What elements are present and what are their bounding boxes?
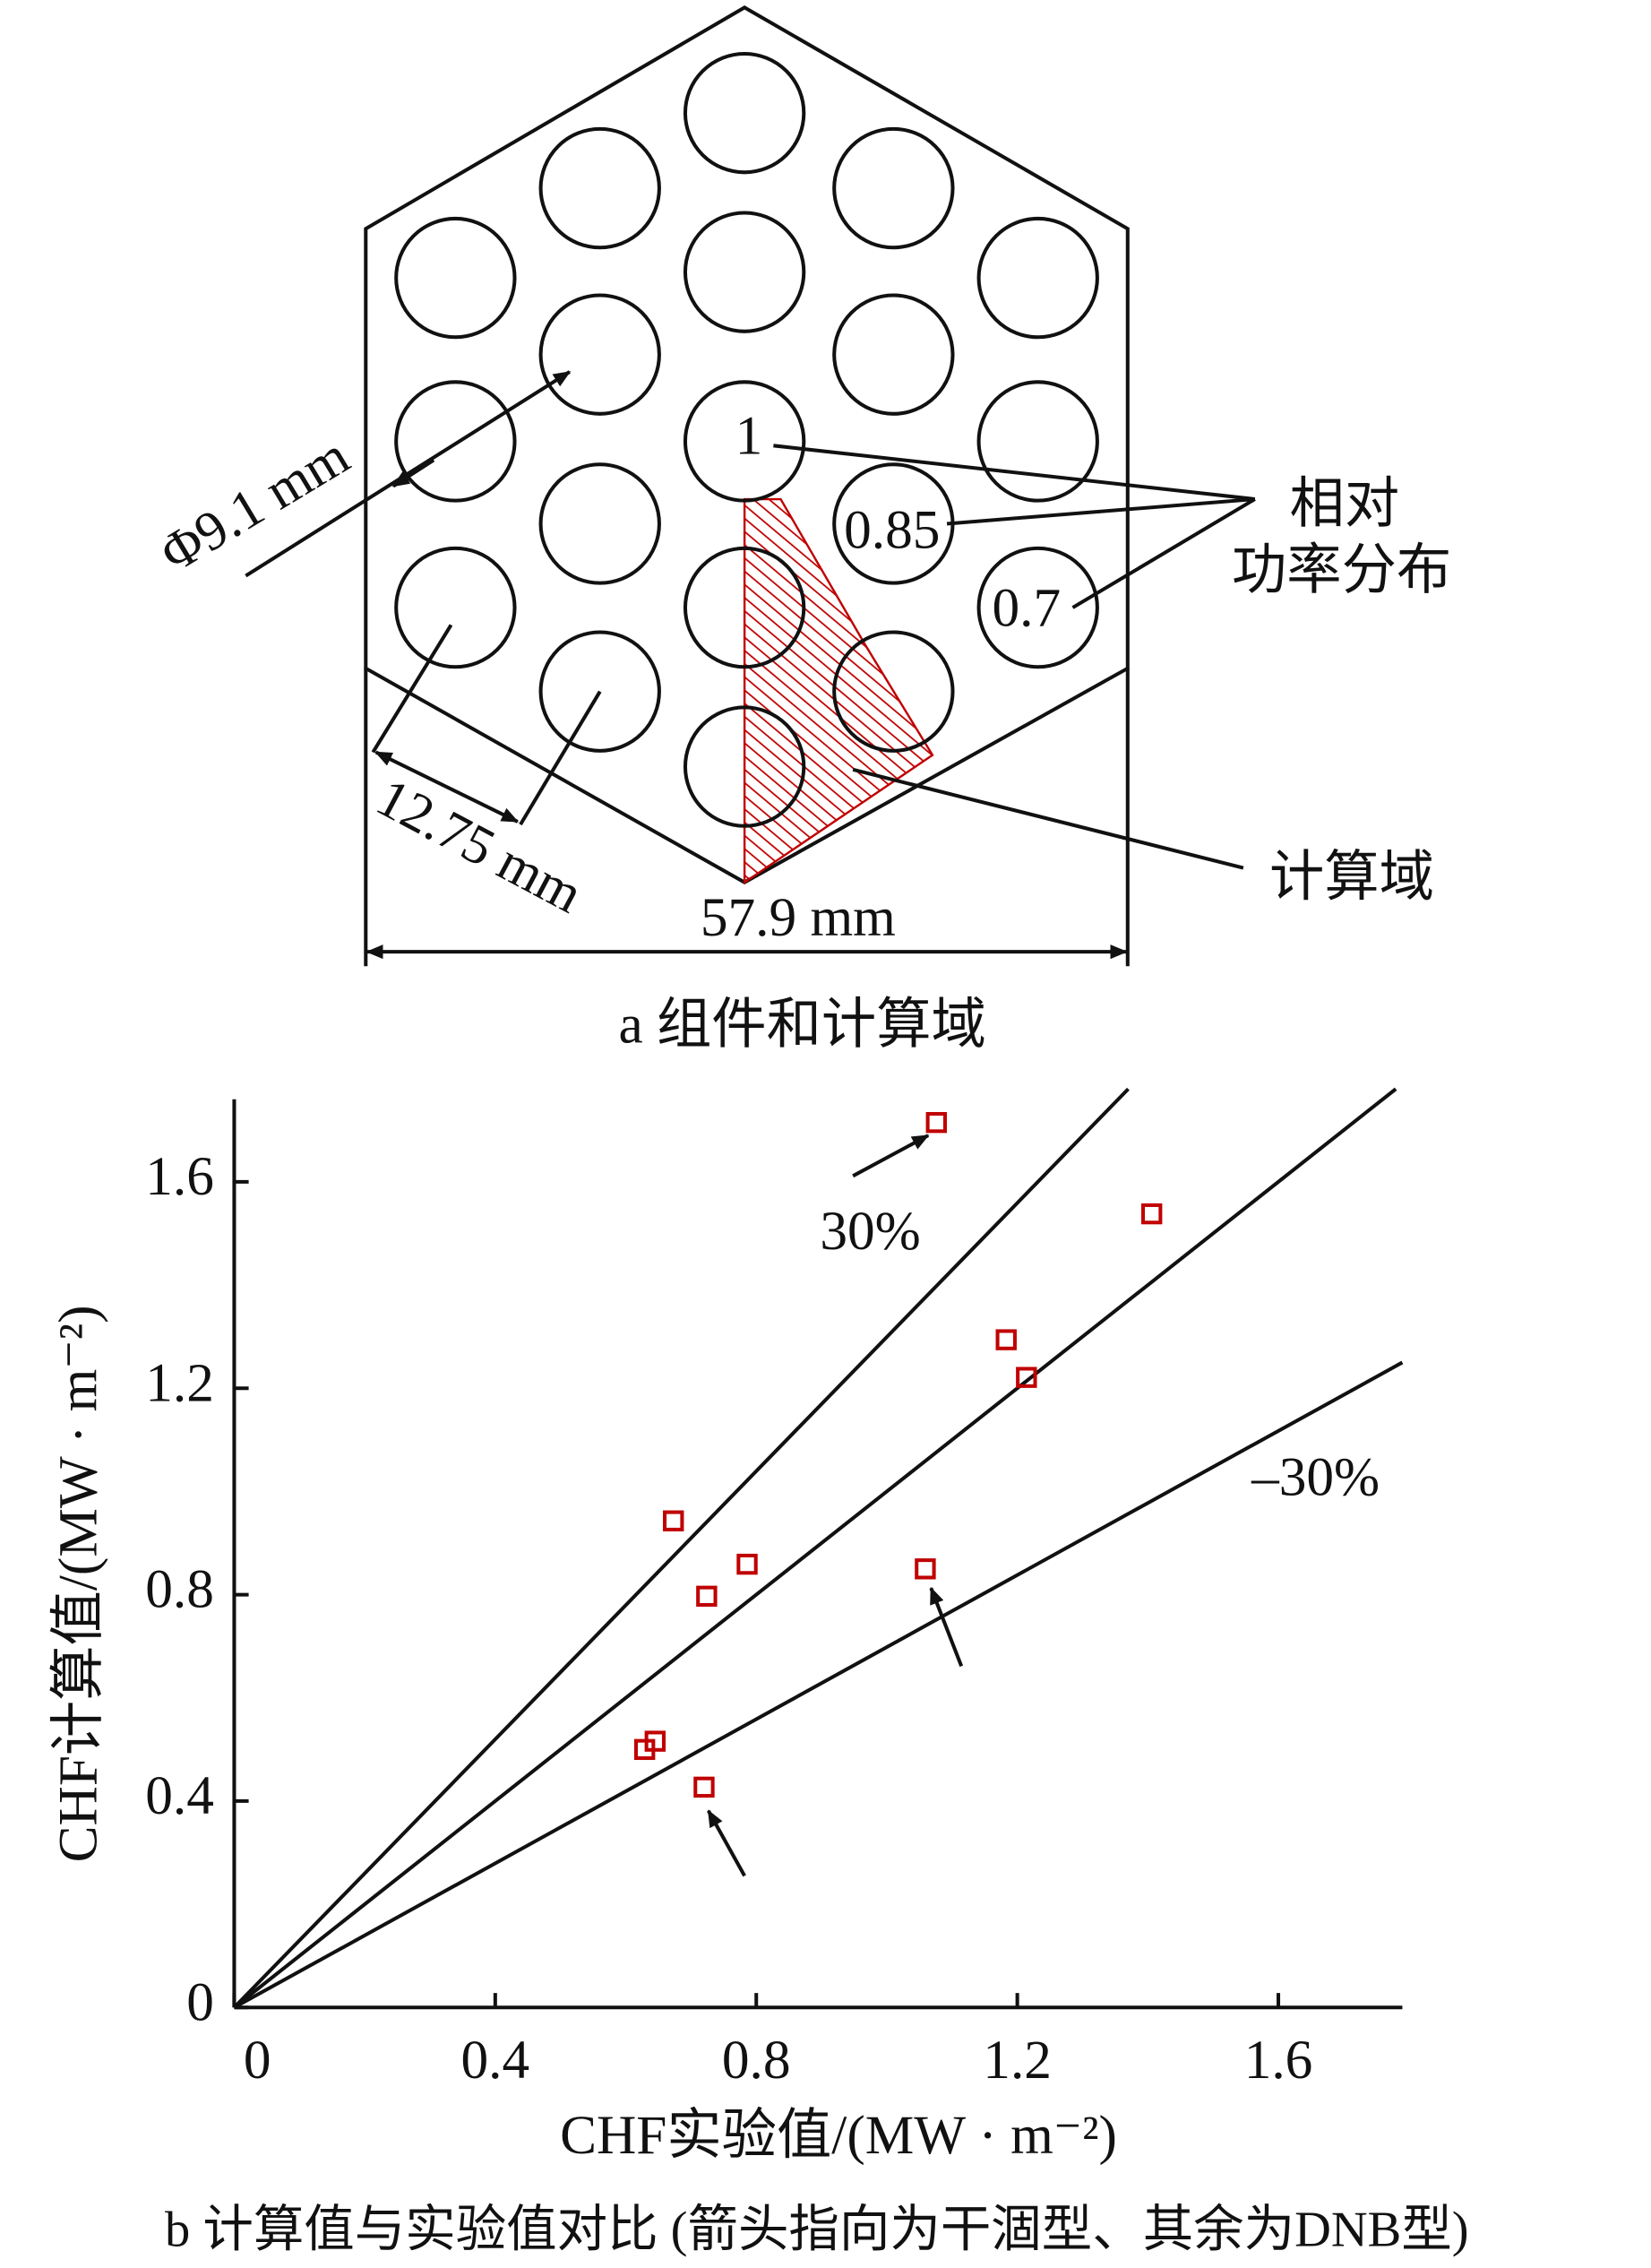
width: 57.9 mm <box>701 887 896 948</box>
fuel-rod <box>538 462 661 585</box>
arrow <box>707 1809 746 1877</box>
reference-line <box>233 1087 1397 2009</box>
x-tick-label: 1.6 <box>1244 2030 1313 2091</box>
y-tick-label: 0.4 <box>145 1765 214 1826</box>
x-tick-label: 0 <box>244 2030 271 2091</box>
pitch-line <box>374 750 520 824</box>
pitch: 12.75 mm <box>367 767 592 926</box>
reference-label: 30% <box>820 1201 920 1262</box>
reference-label: –30% <box>1251 1447 1380 1508</box>
y-axis-label: CHF计算值/(MW · m⁻²) <box>48 1305 109 1862</box>
leader <box>1071 497 1256 609</box>
x-tick-label: 0.8 <box>722 2030 791 2091</box>
scatter-chart: CHF计算值/(MW · m⁻²) CHF实验值/(MW · m⁻²) b 计算… <box>48 1087 1469 2258</box>
x-axis-label: CHF实验值/(MW · m⁻²) <box>560 2105 1117 2166</box>
x-tick-label: 0.4 <box>461 2030 530 2091</box>
fuel-rod <box>683 705 806 828</box>
point <box>663 1510 684 1531</box>
leader <box>773 444 1256 502</box>
extension-line <box>371 624 453 754</box>
y-tick-label: 1.2 <box>145 1352 214 1413</box>
diameter-arrow <box>391 458 435 488</box>
point <box>1016 1367 1037 1388</box>
leader <box>852 767 1244 870</box>
relative-power: 0.7 <box>993 578 1062 639</box>
assembly-diagram: Φ9.1 mm 12.75 mm 57.9 mm 相对 功率分布 计算域 a 组… <box>150 4 1451 1055</box>
reference-line <box>232 1087 1130 2009</box>
arrow <box>929 1586 964 1668</box>
caption: a 组件和计算域 <box>618 994 985 1055</box>
calculation-domain <box>743 497 934 884</box>
fuel-rod <box>394 380 517 503</box>
y-tick-label: 0.8 <box>145 1559 214 1620</box>
fuel-rod <box>538 293 661 416</box>
rod-diameter: Φ9.1 mm <box>150 425 359 584</box>
point <box>925 1111 947 1134</box>
point <box>693 1776 715 1798</box>
leader <box>946 497 1255 526</box>
fuel-rod <box>832 126 955 250</box>
fuel-rod <box>538 630 661 753</box>
point <box>1140 1203 1163 1225</box>
y-tick-label: 1.6 <box>145 1146 214 1207</box>
caption: b 计算值与实验值对比 (箭头指向为干涸型、其余为DNB型) <box>165 2203 1469 2258</box>
fuel-rod <box>394 546 517 669</box>
relative-power: 1 <box>735 406 763 467</box>
domain-label: 计算域 <box>1269 847 1434 908</box>
fuel-rod <box>976 216 1099 340</box>
fuel-rod <box>832 293 955 416</box>
fuel-rod <box>538 126 661 250</box>
point <box>736 1553 758 1575</box>
point <box>995 1329 1017 1350</box>
fuel-rod <box>683 546 806 669</box>
point <box>915 1558 936 1580</box>
point <box>696 1585 718 1608</box>
x-tick-label: 1.2 <box>983 2030 1052 2091</box>
fuel-rod <box>683 211 806 333</box>
fuel-rod <box>832 630 955 753</box>
fuel-rod <box>976 546 1099 669</box>
extension-line <box>519 690 602 826</box>
y-tick-label: 0 <box>186 1971 214 2032</box>
fuel-rod <box>683 380 806 503</box>
fuel-rod <box>394 216 517 340</box>
reference-line <box>233 1360 1404 2010</box>
fuel-rod <box>683 51 806 175</box>
point <box>644 1730 666 1752</box>
fuel-rod <box>832 462 955 585</box>
arrow <box>852 1134 930 1178</box>
relative-power: 0.85 <box>844 499 940 560</box>
power-legend: 功率分布 <box>1232 540 1451 601</box>
fuel-rod <box>976 380 1099 503</box>
power-legend: 相对 <box>1290 473 1400 534</box>
